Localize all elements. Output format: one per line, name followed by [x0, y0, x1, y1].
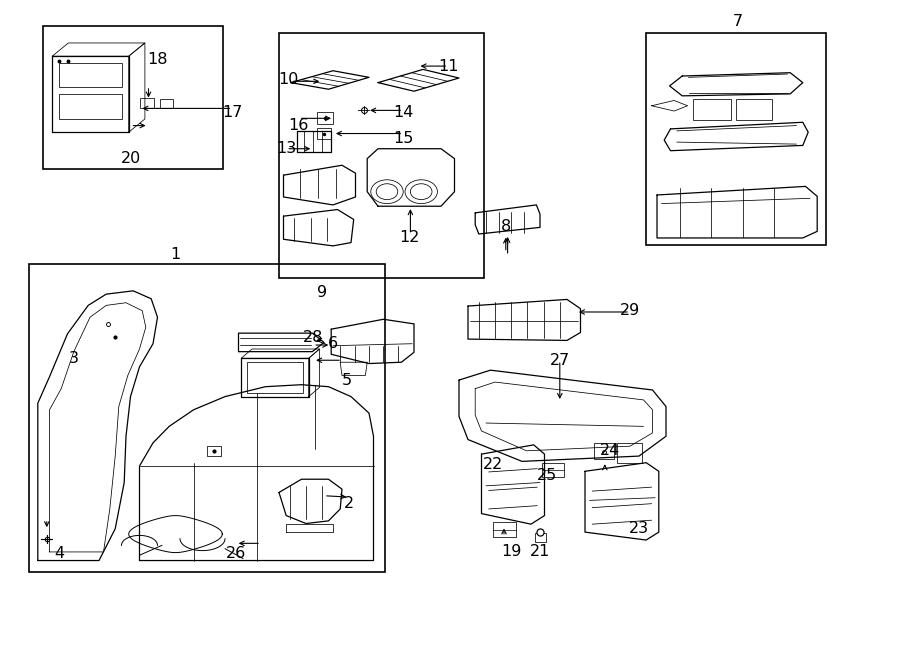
Bar	[317, 128, 331, 139]
Text: 28: 28	[303, 330, 323, 344]
Bar	[646, 33, 826, 245]
Bar	[535, 533, 546, 542]
Bar	[140, 98, 154, 108]
Text: 7: 7	[733, 14, 743, 28]
Text: 2: 2	[344, 496, 355, 511]
Text: 12: 12	[400, 231, 419, 245]
Bar	[247, 362, 303, 393]
Text: 15: 15	[393, 132, 413, 146]
Text: 13: 13	[276, 141, 296, 156]
Bar	[317, 112, 333, 124]
Bar	[59, 63, 122, 87]
Bar	[493, 522, 516, 537]
Bar	[542, 463, 564, 477]
Text: 6: 6	[328, 336, 338, 351]
Text: 29: 29	[620, 303, 640, 318]
Text: 5: 5	[341, 373, 352, 387]
Text: 9: 9	[317, 285, 328, 299]
Text: 4: 4	[54, 546, 65, 561]
Bar	[207, 446, 221, 456]
Text: 3: 3	[68, 351, 79, 366]
Text: 23: 23	[629, 522, 649, 536]
Text: 20: 20	[121, 151, 140, 166]
Text: 18: 18	[148, 52, 167, 67]
Text: 27: 27	[550, 353, 570, 368]
Bar	[29, 264, 385, 572]
Text: 26: 26	[226, 547, 246, 561]
Bar	[616, 443, 642, 463]
Bar	[43, 26, 223, 169]
Text: 1: 1	[170, 247, 181, 262]
Text: 24: 24	[600, 444, 620, 458]
Bar	[59, 94, 122, 119]
Bar	[160, 99, 173, 108]
Bar	[279, 33, 484, 278]
Bar	[693, 99, 731, 120]
Text: 10: 10	[278, 72, 298, 87]
Text: 14: 14	[393, 105, 413, 120]
Text: 11: 11	[438, 59, 458, 73]
Text: 21: 21	[530, 545, 550, 559]
Text: 16: 16	[289, 118, 309, 133]
Text: 22: 22	[483, 457, 503, 471]
Text: 25: 25	[537, 469, 557, 483]
Text: 17: 17	[222, 105, 242, 120]
Bar	[736, 99, 772, 120]
Bar	[594, 443, 614, 459]
Text: 19: 19	[501, 545, 521, 559]
Text: 8: 8	[500, 219, 511, 233]
